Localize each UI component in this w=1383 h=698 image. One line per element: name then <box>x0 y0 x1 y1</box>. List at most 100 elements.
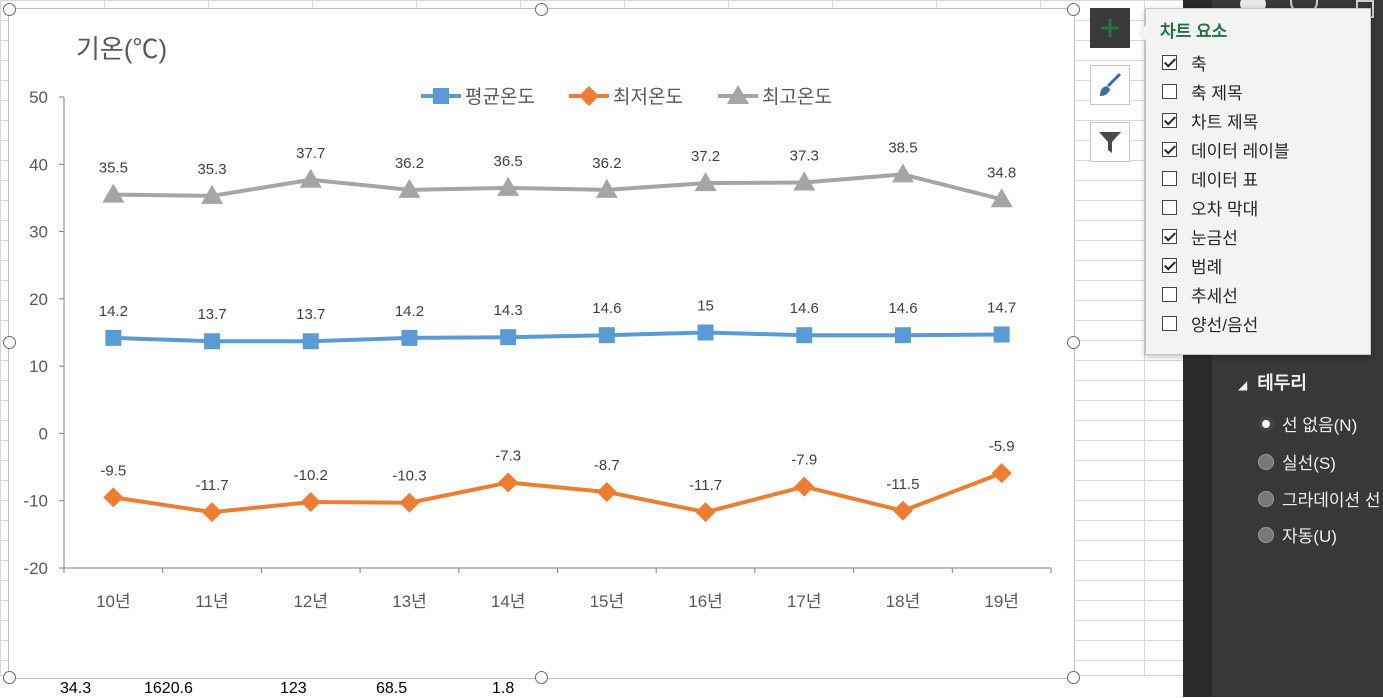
checkbox[interactable] <box>1162 286 1177 302</box>
y-tick-label: 40 <box>29 155 48 174</box>
chart-element-option[interactable]: 차트 제목 <box>1162 108 1258 132</box>
data-label: 36.2 <box>592 155 621 172</box>
data-label: 14.6 <box>888 300 917 317</box>
data-label: 14.3 <box>494 302 523 319</box>
resize-handle-bottom-left[interactable] <box>3 671 16 684</box>
chart-element-option[interactable]: 데이터 표 <box>1162 166 1258 190</box>
radio-button[interactable] <box>1258 526 1274 543</box>
radio-automatic[interactable]: 자동(U) <box>1258 522 1337 547</box>
data-point <box>596 481 617 502</box>
checkbox[interactable] <box>1162 54 1177 70</box>
y-tick-label: 20 <box>29 290 48 309</box>
checkbox[interactable] <box>1162 170 1177 186</box>
radio-solid-line[interactable]: 실선(S) <box>1258 449 1336 474</box>
resize-handle-top-right[interactable] <box>1067 3 1080 16</box>
chart-element-option[interactable]: 추세선 <box>1162 282 1238 306</box>
cell-value[interactable]: 68.5 <box>376 680 408 697</box>
legend-label: 최저온도 <box>613 86 683 108</box>
chart-filters-button[interactable] <box>1090 122 1130 162</box>
flyout-title: 차트 요소 <box>1160 22 1228 41</box>
checkbox[interactable] <box>1162 199 1177 215</box>
chart-element-option[interactable]: 데이터 레이블 <box>1162 137 1290 161</box>
brush-icon <box>1100 72 1122 96</box>
resize-handle-left[interactable] <box>3 336 16 349</box>
border-section-header[interactable]: ◢ 테두리 <box>1238 373 1307 393</box>
option-label: 축 <box>1191 54 1207 74</box>
x-tick-label: 13년 <box>392 592 427 611</box>
data-label: -11.5 <box>886 476 919 493</box>
x-tick-label: 19년 <box>984 592 1019 611</box>
radio-no-line[interactable]: 선 없음(N) <box>1258 411 1357 436</box>
radio-button[interactable] <box>1258 453 1274 470</box>
chart-area[interactable]: 기온(℃) 50 40 30 20 10 0 -10 -20 10년 11년 12년 13년 14년 15년… <box>8 8 1075 679</box>
border-section-label: 테두리 <box>1257 373 1307 393</box>
legend-label: 평균온도 <box>465 86 535 108</box>
y-tick-label: -10 <box>23 492 48 511</box>
chart-element-option[interactable]: 양선/음선 <box>1162 311 1258 335</box>
resize-handle-bottom[interactable] <box>535 671 548 684</box>
data-point <box>894 327 911 344</box>
data-point <box>300 492 321 513</box>
data-point <box>697 324 714 341</box>
chart-elements-button[interactable] <box>1090 8 1130 48</box>
resize-handle-top[interactable] <box>535 3 548 16</box>
data-label: -9.5 <box>100 462 126 479</box>
chart-element-option[interactable]: 축 제목 <box>1162 79 1243 103</box>
checkbox[interactable] <box>1162 83 1177 99</box>
data-point <box>204 333 221 350</box>
x-tick-label: 18년 <box>886 592 921 611</box>
data-label: 14.6 <box>790 300 819 317</box>
data-point <box>202 502 223 523</box>
legend-label: 최고온도 <box>762 86 832 108</box>
data-label: 34.8 <box>987 164 1016 181</box>
x-tick-label: 12년 <box>293 592 328 611</box>
radio-label: 실선(S) <box>1282 454 1336 473</box>
data-point <box>299 168 322 188</box>
checkbox[interactable] <box>1162 315 1177 331</box>
chart-title: 기온(℃) <box>76 34 167 64</box>
x-tick-label: 16년 <box>688 592 723 611</box>
x-tick-label: 14년 <box>491 592 526 611</box>
chart-styles-button[interactable] <box>1090 65 1130 105</box>
legend-marker <box>433 88 449 104</box>
resize-handle-right[interactable] <box>1067 336 1080 349</box>
radio-button[interactable] <box>1258 490 1274 507</box>
worksheet-row[interactable]: 34.3 1620.6 123 68.5 1.8 <box>0 675 1183 698</box>
cell-value[interactable]: 1.8 <box>492 680 515 697</box>
radio-button[interactable] <box>1258 415 1274 432</box>
checkbox[interactable] <box>1162 257 1177 273</box>
checkbox[interactable] <box>1162 141 1177 157</box>
checkbox[interactable] <box>1162 112 1177 128</box>
filter-icon <box>1099 132 1121 153</box>
radio-label: 자동(U) <box>1282 527 1337 546</box>
data-label: 35.5 <box>99 160 128 177</box>
cell-value[interactable]: 34.3 <box>60 680 92 697</box>
data-label: 15 <box>697 298 714 315</box>
cell-value[interactable]: 123 <box>280 680 307 697</box>
chart-element-option[interactable]: 범례 <box>1162 253 1222 277</box>
data-point <box>105 329 122 346</box>
resize-handle-bottom-right[interactable] <box>1067 671 1080 684</box>
resize-handle-top-left[interactable] <box>3 3 16 16</box>
data-point <box>796 327 813 344</box>
data-label: -5.9 <box>989 438 1015 455</box>
data-point <box>991 463 1012 484</box>
cell-value[interactable]: 1620.6 <box>144 680 193 697</box>
data-label: -7.9 <box>791 452 817 469</box>
option-label: 눈금선 <box>1191 228 1238 248</box>
chart-element-option[interactable]: 축 <box>1162 50 1207 74</box>
data-label: 38.5 <box>888 139 917 156</box>
radio-gradient-line[interactable]: 그라데이션 선 <box>1258 486 1381 511</box>
legend-marker <box>727 85 749 104</box>
line-chart[interactable]: 기온(℃) 50 40 30 20 10 0 -10 -20 10년 11년 12년 13년 14년 15년… <box>9 9 1074 678</box>
option-label: 데이터 표 <box>1191 170 1259 190</box>
chart-element-option[interactable]: 오차 막대 <box>1162 195 1258 219</box>
data-point <box>302 333 319 350</box>
checkbox[interactable] <box>1162 228 1177 244</box>
data-label: 14.2 <box>99 303 128 320</box>
data-label: 14.7 <box>987 300 1016 317</box>
data-label: 35.3 <box>197 161 226 178</box>
chart-element-option[interactable]: 눈금선 <box>1162 224 1238 248</box>
data-label: 37.3 <box>790 147 819 164</box>
data-point <box>103 487 124 508</box>
